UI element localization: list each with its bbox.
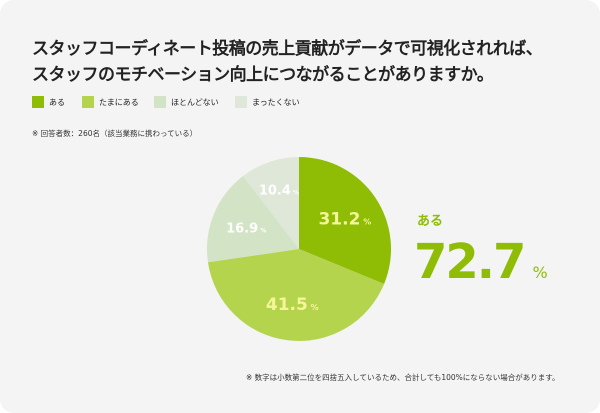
legend: ある たまにある ほとんどない まったくない bbox=[32, 96, 300, 108]
highlight-unit: % bbox=[532, 263, 548, 282]
respondents-note: ※ 回答者数：260名（該当業務に携わっている） bbox=[32, 129, 198, 138]
highlight-value: 72.7 bbox=[414, 234, 526, 290]
pie-slice bbox=[299, 157, 391, 284]
legend-label: たまにある bbox=[99, 97, 139, 107]
rounding-note: ※ 数字は小数第二位を四捨五入しているため、合計しても100%にならない場合があ… bbox=[246, 373, 560, 382]
legend-item: たまにある bbox=[82, 96, 154, 108]
chart-title: スタッフコーディネート投稿の売上貢献がデータで可視化されれば、 スタッフのモチベ… bbox=[32, 36, 543, 88]
title-line-1: スタッフコーディネート投稿の売上貢献がデータで可視化されれば、 bbox=[32, 39, 543, 59]
legend-swatch bbox=[235, 96, 247, 108]
legend-swatch bbox=[154, 96, 166, 108]
pie-slice bbox=[206, 175, 299, 263]
legend-label: まったくない bbox=[252, 97, 300, 107]
slice-label: 41.5 % bbox=[266, 295, 319, 315]
pie-slice bbox=[207, 249, 385, 342]
legend-item: ほとんどない bbox=[154, 96, 235, 108]
slice-label: 10.4 % bbox=[259, 184, 299, 199]
pie-slice bbox=[243, 157, 299, 249]
highlight-figure: 72.7 % bbox=[414, 236, 548, 288]
legend-item: まったくない bbox=[235, 96, 300, 108]
title-line-2: スタッフのモチベーション向上につながることがありますか。 bbox=[32, 65, 494, 85]
slice-label: 31.2 % bbox=[318, 209, 371, 229]
legend-swatch bbox=[82, 96, 94, 108]
legend-swatch bbox=[32, 96, 44, 108]
slice-label: 16.9 % bbox=[226, 222, 266, 237]
legend-item: ある bbox=[32, 96, 82, 108]
legend-label: ある bbox=[49, 97, 65, 107]
legend-label: ほとんどない bbox=[171, 97, 219, 107]
highlight-label: ある bbox=[417, 214, 444, 229]
